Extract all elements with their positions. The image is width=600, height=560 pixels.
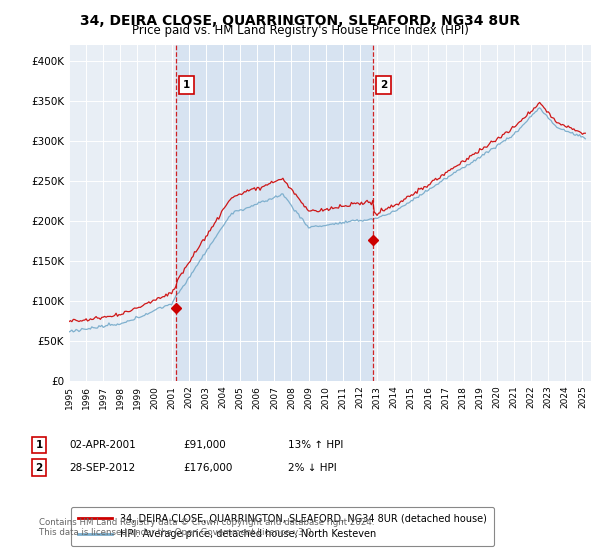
Text: £91,000: £91,000: [183, 440, 226, 450]
Text: 28-SEP-2012: 28-SEP-2012: [69, 463, 135, 473]
Text: 2: 2: [35, 463, 43, 473]
Text: 1: 1: [183, 80, 190, 90]
Text: 1: 1: [35, 440, 43, 450]
Text: £176,000: £176,000: [183, 463, 232, 473]
Text: Contains HM Land Registry data © Crown copyright and database right 2024.
This d: Contains HM Land Registry data © Crown c…: [39, 518, 374, 538]
Text: Price paid vs. HM Land Registry's House Price Index (HPI): Price paid vs. HM Land Registry's House …: [131, 24, 469, 37]
Text: 2% ↓ HPI: 2% ↓ HPI: [288, 463, 337, 473]
Text: 13% ↑ HPI: 13% ↑ HPI: [288, 440, 343, 450]
Text: 02-APR-2001: 02-APR-2001: [69, 440, 136, 450]
Bar: [176, 45, 373, 381]
Legend: 34, DEIRA CLOSE, QUARRINGTON, SLEAFORD, NG34 8UR (detached house), HPI: Average : 34, DEIRA CLOSE, QUARRINGTON, SLEAFORD, …: [71, 507, 494, 546]
Text: 2: 2: [380, 80, 387, 90]
Text: 34, DEIRA CLOSE, QUARRINGTON, SLEAFORD, NG34 8UR: 34, DEIRA CLOSE, QUARRINGTON, SLEAFORD, …: [80, 14, 520, 28]
